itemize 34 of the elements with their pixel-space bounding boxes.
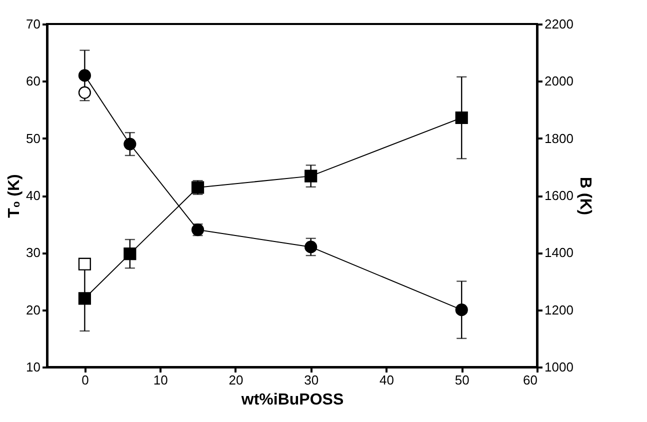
point (304, 170, 318, 182)
point (124, 248, 136, 260)
x-tick-label: 60 (523, 372, 538, 388)
x-tick-label: 50 (454, 372, 470, 388)
point (304, 240, 318, 254)
point (78, 258, 91, 270)
y-axis-title: T₀ (K) (6, 174, 24, 218)
y-tick-label: 20 (26, 302, 40, 318)
x-tick-label: 10 (153, 372, 168, 388)
point (78, 86, 91, 99)
x-tick-label: 40 (379, 372, 394, 388)
y-tick-label: 70 (26, 16, 40, 32)
y2-axis-title: B (K) (576, 176, 594, 216)
y2-tick-label: 1000 (544, 360, 574, 374)
y2-tick-label: 1800 (544, 130, 574, 146)
point (78, 69, 91, 82)
y2-tick-label: 1400 (544, 245, 574, 260)
y2-tick-label: 1200 (544, 302, 574, 318)
point (124, 138, 136, 150)
y2-tick-label: 2200 (544, 16, 574, 32)
x-tick-label: 30 (304, 372, 319, 388)
y-tick-label: 60 (26, 74, 40, 89)
point (455, 111, 468, 124)
x-tick-label: 0 (82, 372, 89, 388)
y-tick-label: 30 (26, 245, 40, 260)
y2-tick-label: 1600 (544, 188, 574, 203)
x-tick-label: 20 (228, 372, 244, 388)
point (78, 292, 91, 305)
y-tick-label: 10 (26, 360, 40, 374)
x-axis-title: wt%iBuPOSS (240, 392, 344, 408)
y-tick-label: 40 (26, 188, 40, 203)
point (455, 304, 468, 316)
y2-tick-label: 2000 (544, 74, 574, 89)
y-tick-label: 50 (26, 130, 40, 146)
